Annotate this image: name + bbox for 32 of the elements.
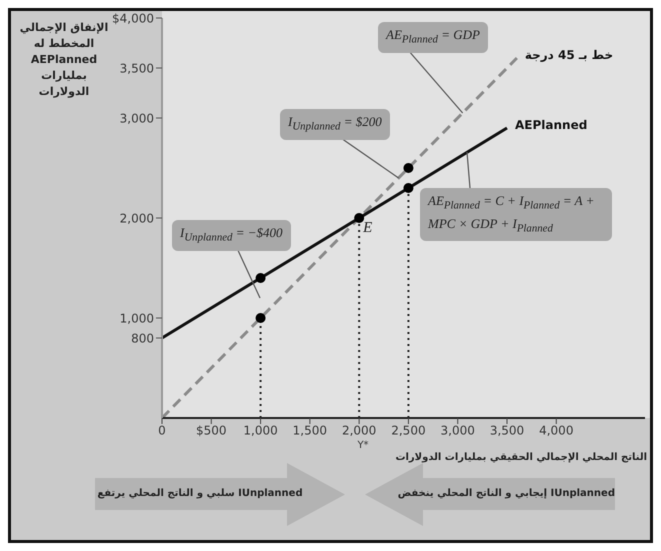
annotation: I$_{Unplanned}$ = $200: [280, 109, 390, 140]
point: [403, 183, 414, 193]
x-tick-label: 3,000: [440, 424, 475, 438]
x-tick-label: 1,500: [292, 424, 328, 438]
x-tick-label: $500: [196, 424, 227, 438]
text: IUnplanned إيجابي و الناتج المحلي ينخفض: [398, 487, 615, 501]
y-tick-label: 2,000: [120, 211, 154, 226]
x-axis-title: الناتج المحلي الإجمالي الحقيقي بمليارات الدولارات: [394, 452, 647, 463]
point: [403, 163, 414, 173]
x-tick-label: 1,000: [243, 424, 278, 438]
y-tick-label: $4,000: [112, 11, 154, 26]
x-tick-label: 4,000: [539, 424, 574, 438]
annotation: E: [363, 220, 372, 237]
y-tick-label: 3,000: [120, 111, 154, 126]
x-tick-label: 2,500: [391, 424, 426, 438]
x-tick-label: 2,000: [342, 424, 376, 438]
series-label: AEPlanned: [515, 118, 588, 132]
annotation: I$_{Unplanned}$ = −$400: [172, 220, 291, 251]
annotation: AE$_{Planned}$ = GDP: [378, 22, 488, 53]
y-tick-label: 800: [131, 331, 154, 346]
point: [256, 313, 266, 323]
x-tick-label: 3,500: [490, 424, 524, 438]
point: [256, 273, 266, 283]
text: AE$_{Planned}$ = C + I$_{Planned}$ = A + MPC × GDP + I$_{Planned}$: [428, 193, 594, 234]
x-tick-label: 0: [158, 424, 166, 438]
text: IUnplanned سلبي و الناتج المحلي يرتفع: [96, 487, 304, 501]
text: Y*: [356, 440, 370, 451]
series-label: خط بـ 45 درجة: [524, 48, 614, 62]
point: [354, 213, 364, 223]
y-tick-label: 1,000: [120, 311, 154, 326]
y-axis-title: الإنفاق الإجمالي المخطط له AEPlanned بمليارات الدولارات: [18, 20, 110, 100]
y-tick-label: 3,500: [120, 61, 154, 76]
